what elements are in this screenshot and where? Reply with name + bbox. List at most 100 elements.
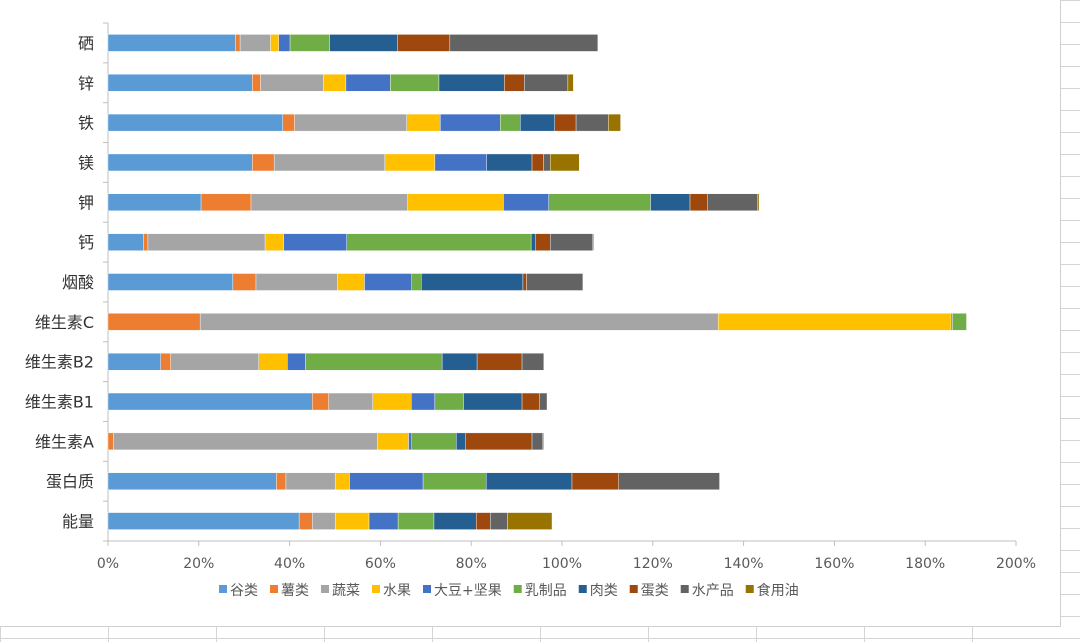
category-label: 维生素A — [35, 432, 94, 451]
bar-segment-2 — [285, 472, 336, 490]
x-tick-label: 200% — [996, 556, 1036, 572]
legend-label: 大豆+坚果 — [434, 583, 502, 599]
bar-segment-4 — [440, 113, 501, 132]
legend-swatch — [372, 585, 380, 593]
bar-segment-5 — [411, 432, 457, 451]
bar-segment-4 — [349, 472, 424, 490]
bar-segment-3 — [335, 472, 350, 490]
x-tick-label: 20% — [183, 556, 214, 572]
bar-segment-3 — [264, 233, 284, 251]
bar-segment-1 — [232, 273, 257, 291]
bar-segment-7 — [397, 34, 451, 52]
bar-segment-9 — [592, 233, 594, 251]
bar-segment-5 — [548, 193, 651, 212]
bar-segment-6 — [421, 273, 524, 291]
bar-segment-0 — [107, 392, 313, 411]
category-label: 硒 — [78, 34, 94, 53]
bar-segment-0 — [107, 472, 277, 490]
bar-segment-0 — [107, 34, 236, 52]
legend-swatch — [321, 585, 329, 593]
bar-segment-4 — [503, 193, 550, 212]
bar-segment-3 — [717, 313, 952, 331]
bar-segment-3 — [406, 113, 441, 132]
bar-segment-3 — [407, 193, 504, 212]
bar-segment-7 — [535, 233, 551, 251]
bar-segment-7 — [465, 432, 533, 451]
bar-segment-1 — [235, 34, 241, 52]
bar-segment-9 — [757, 193, 760, 212]
x-tick-label: 140% — [724, 556, 764, 572]
bar-segment-5 — [397, 512, 435, 530]
bar-segment-3 — [335, 512, 370, 530]
bar-segment-3 — [258, 352, 288, 371]
legend-label: 薯类 — [281, 583, 309, 599]
legend-label: 谷类 — [230, 583, 258, 599]
x-tick-label: 60% — [365, 556, 396, 572]
bar-segment-7 — [476, 352, 523, 371]
bar-segment-4 — [283, 233, 348, 251]
x-tick-label: 180% — [905, 556, 945, 572]
bar-segment-3 — [377, 432, 409, 451]
bar-segment-3 — [270, 34, 279, 52]
bar-segment-8 — [490, 512, 508, 530]
bar-segment-8 — [618, 472, 720, 490]
bar-segment-8 — [575, 113, 609, 132]
bar-segment-3 — [384, 153, 436, 172]
stacked-bar-chart: 0% 20% 40% 60% 80% 100% 120% 140% 160% 180% 200% 硒锌… — [25, 22, 1036, 599]
bar-segment-6 — [486, 153, 533, 172]
bar-segment-7 — [554, 113, 577, 132]
bar-segment-3 — [337, 273, 365, 291]
category-label: 维生素C — [35, 313, 94, 332]
bar-segment-2 — [255, 273, 338, 291]
bar-segment-9 — [608, 113, 621, 132]
x-tick-label: 40% — [274, 556, 305, 572]
bar-segment-4 — [950, 313, 953, 331]
bar-segment-7 — [531, 153, 544, 172]
bar-segment-5 — [952, 313, 967, 331]
legend-swatch — [680, 585, 689, 593]
bar-segment-2 — [312, 512, 336, 530]
bar-segment-6 — [520, 113, 555, 132]
bar-segment-8 — [526, 273, 584, 291]
bar-segment-2 — [294, 113, 407, 132]
bar-segment-4 — [368, 512, 399, 530]
bar-segment-5 — [390, 74, 440, 92]
category-label: 钙 — [78, 233, 94, 252]
bar-segment-0 — [107, 113, 283, 132]
category-label: 铁 — [78, 114, 94, 133]
bar-segment-4 — [408, 432, 412, 451]
bar-segment-7 — [522, 273, 527, 291]
x-tick-label: 120% — [633, 556, 673, 572]
bar-segment-1 — [252, 153, 275, 172]
bar-segment-2 — [273, 153, 386, 172]
legend-swatch — [745, 585, 754, 593]
bar-segment-9 — [542, 432, 545, 451]
chart-area[interactable]: 0% 20% 40% 60% 80% 100% 120% 140% 160% 180% 200% 硒锌… — [0, 0, 1061, 627]
bar-segment-5 — [434, 392, 464, 411]
bar-segment-1 — [252, 74, 261, 92]
bar-segment-6 — [329, 34, 398, 52]
bar-segment-2 — [260, 74, 324, 92]
bar-segment-9 — [507, 512, 553, 530]
bar-segment-9 — [549, 153, 580, 172]
bar-segment-8 — [524, 74, 569, 92]
bar-segment-3 — [322, 74, 347, 92]
bar-segment-7 — [504, 74, 525, 92]
category-label: 蛋白质 — [46, 472, 94, 491]
bar-segment-7 — [521, 392, 540, 411]
bar-segment-0 — [107, 233, 144, 251]
bar-segment-1 — [107, 313, 201, 331]
bar-segment-2 — [170, 352, 259, 371]
bar-segment-4 — [287, 352, 306, 371]
bar-segment-1 — [200, 193, 252, 212]
bar-segment-9 — [567, 74, 574, 92]
bar-segment-2 — [147, 233, 266, 251]
category-label: 维生素B2 — [25, 353, 94, 372]
bar-segment-1 — [276, 472, 287, 490]
bar-segment-2 — [239, 34, 271, 52]
bar-segment-2 — [328, 392, 373, 411]
bar-segment-2 — [113, 432, 378, 451]
bar-segment-4 — [278, 34, 291, 52]
x-tick-label: 80% — [456, 556, 487, 572]
bar-segment-5 — [346, 233, 532, 251]
